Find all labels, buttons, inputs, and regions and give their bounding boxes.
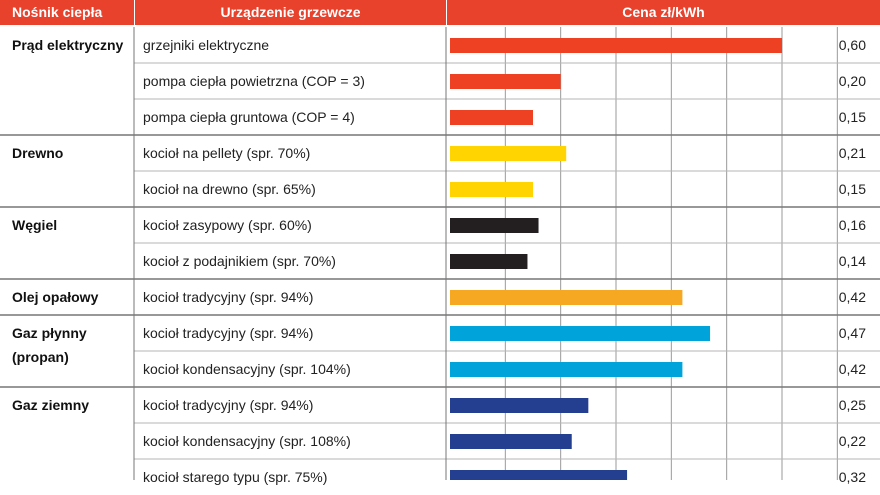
bar xyxy=(450,254,528,269)
device-label: kocioł tradycyjny (spr. 94%) xyxy=(143,289,314,305)
price-value: 0,25 xyxy=(838,397,866,413)
bar xyxy=(450,38,782,53)
bar xyxy=(450,398,589,413)
header-urzadzenie: Urządzenie grzewcze xyxy=(135,0,446,25)
price-value: 0,47 xyxy=(838,325,866,341)
header-divider xyxy=(446,0,447,25)
device-label: kocioł zasypowy (spr. 60%) xyxy=(143,217,312,233)
energy-source-label: Prąd elektryczny xyxy=(12,37,124,53)
price-value: 0,15 xyxy=(838,181,866,197)
bar xyxy=(450,146,567,161)
price-value: 0,15 xyxy=(838,109,866,125)
energy-source-label: Gaz ziemny xyxy=(12,397,90,413)
energy-source-label: Gaz płynny (propan) xyxy=(12,325,87,365)
price-value: 0,22 xyxy=(838,433,866,449)
bar xyxy=(450,218,539,233)
price-value: 0,21 xyxy=(838,145,866,161)
energy-source-label: Olej opałowy xyxy=(12,289,99,305)
price-value: 0,16 xyxy=(838,217,866,233)
bar xyxy=(450,362,683,377)
bar xyxy=(450,290,683,305)
device-label: kocioł z podajnikiem (spr. 70%) xyxy=(143,253,336,269)
device-label: kocioł tradycyjny (spr. 94%) xyxy=(143,325,314,341)
header-cena: Cena zł/kWh xyxy=(447,0,880,25)
device-label: kocioł kondensacyjny (spr. 104%) xyxy=(143,361,351,377)
price-value: 0,60 xyxy=(838,37,866,53)
bar xyxy=(450,326,711,341)
price-value: 0,20 xyxy=(838,73,866,89)
price-chart xyxy=(0,27,880,480)
header-divider xyxy=(134,0,135,25)
energy-source-label: Węgiel xyxy=(12,217,58,233)
bar xyxy=(450,470,628,480)
price-value: 0,42 xyxy=(838,361,866,377)
device-label: pompa ciepła powietrzna (COP = 3) xyxy=(143,73,365,89)
price-value: 0,14 xyxy=(838,253,866,269)
header-nosnik: Nośnik ciepła xyxy=(0,0,134,25)
device-label: kocioł kondensacyjny (spr. 108%) xyxy=(143,433,351,449)
device-label: kocioł na drewno (spr. 65%) xyxy=(143,181,316,197)
bar xyxy=(450,110,533,125)
price-value: 0,42 xyxy=(838,289,866,305)
device-label: kocioł tradycyjny (spr. 94%) xyxy=(143,397,314,413)
bar xyxy=(450,434,572,449)
device-label: kocioł na pellety (spr. 70%) xyxy=(143,145,311,161)
device-label: grzejniki elektryczne xyxy=(143,37,270,53)
bar xyxy=(450,74,561,89)
device-label: pompa ciepła gruntowa (COP = 4) xyxy=(143,109,355,125)
price-value: 0,32 xyxy=(838,469,866,485)
device-label: kocioł starego typu (spr. 75%) xyxy=(143,469,328,485)
energy-source-label: Drewno xyxy=(12,145,64,161)
bar xyxy=(450,182,533,197)
